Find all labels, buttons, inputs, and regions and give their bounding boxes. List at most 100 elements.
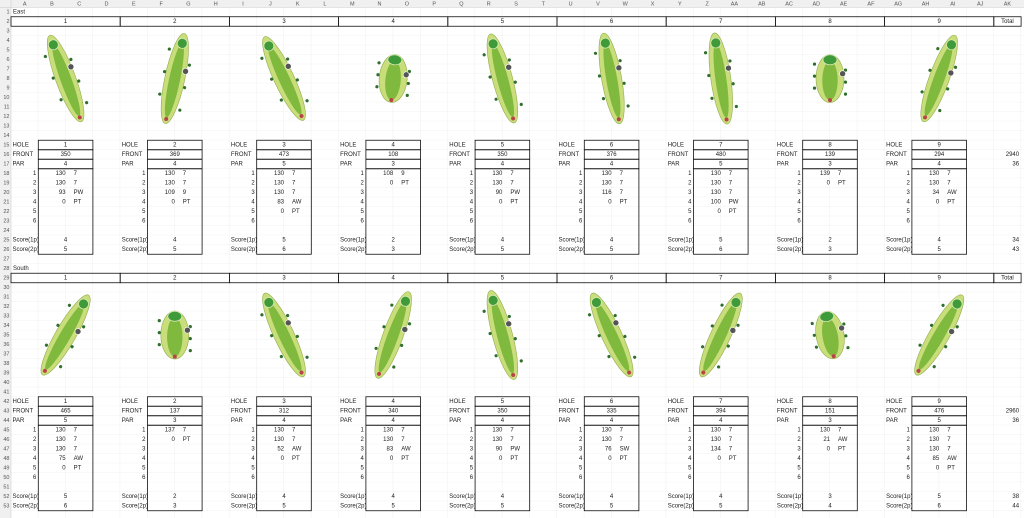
row-header: 38 [3, 361, 9, 367]
shot-number: 4 [470, 200, 474, 206]
front-label: FRONT [559, 409, 580, 415]
par-value: 4 [610, 162, 614, 168]
score1-label: Score(1p) [231, 494, 257, 500]
row-header: 10 [3, 95, 9, 101]
hole-value: 8 [828, 399, 832, 405]
tee [377, 371, 382, 376]
score1-value: 2 [828, 238, 832, 244]
ob-marker [284, 63, 292, 70]
tree [488, 331, 492, 336]
par-label: PAR [559, 162, 572, 168]
hole-header-box [884, 16, 995, 27]
ob-marker [615, 64, 623, 72]
column-header: AC [785, 1, 793, 7]
tee [299, 114, 304, 119]
shot-number: 4 [579, 200, 583, 206]
score2-label: Score(2p) [231, 504, 257, 510]
green [176, 38, 188, 49]
shot-number: 5 [251, 209, 255, 215]
shots-box [911, 168, 967, 255]
shot-number: 3 [361, 447, 365, 453]
shots-box [911, 424, 967, 512]
front-value: 476 [934, 409, 945, 415]
hole-value: 5 [501, 399, 505, 405]
shots-box [256, 424, 312, 512]
tree [162, 70, 167, 74]
row-header: 37 [3, 351, 9, 357]
row-header-bar [0, 0, 11, 518]
tree [400, 343, 404, 348]
shot-number: 3 [797, 447, 801, 453]
shot-number: 2 [251, 181, 255, 187]
shot-number: 4 [470, 456, 474, 462]
score1-label: Score(1p) [13, 238, 39, 244]
par-label: PAR [777, 418, 790, 424]
shot-number: 2 [579, 181, 583, 187]
row-header: 15 [3, 142, 9, 148]
tree [377, 61, 381, 65]
shot-club: PW [510, 447, 520, 453]
tree [842, 322, 846, 326]
shot-club: 7 [183, 181, 187, 187]
shot-number: 2 [688, 437, 692, 443]
shot-distance: 34 [933, 190, 940, 196]
shot-number: 5 [797, 209, 801, 215]
shot-distance: 130 [56, 181, 67, 187]
fairway [703, 302, 737, 372]
shot-number: 4 [251, 200, 255, 206]
hole-image [812, 54, 848, 103]
column-header: R [487, 1, 491, 7]
shot-number: 1 [251, 171, 255, 177]
shot-number: 5 [579, 209, 583, 215]
tree [270, 334, 274, 338]
score2-value: 5 [938, 247, 942, 253]
shot-club: PT [620, 200, 628, 206]
score2-value: 5 [282, 504, 286, 510]
hole-header: 9 [938, 276, 942, 282]
score1-label: Score(1p) [777, 238, 803, 244]
column-header: B [50, 1, 54, 7]
shot-club: 7 [292, 181, 296, 187]
front-label: FRONT [559, 152, 580, 158]
shot-number: 5 [470, 466, 474, 472]
front-value: 473 [279, 152, 290, 158]
par-value: 5 [938, 418, 942, 424]
score2-label: Score(2p) [886, 504, 912, 510]
tree [167, 47, 171, 51]
column-header: AH [922, 1, 930, 7]
par-value: 4 [501, 418, 505, 424]
front-value: 350 [497, 152, 508, 158]
column-header: AD [813, 1, 821, 7]
ob-marker [947, 69, 955, 77]
shot-number: 4 [688, 456, 692, 462]
score1-value: 2 [173, 494, 177, 500]
shot-number: 2 [797, 181, 801, 187]
tree [728, 59, 732, 63]
score1-value: 4 [282, 494, 286, 500]
row-header: 12 [3, 114, 9, 120]
hole-header: 4 [392, 276, 396, 282]
score1-label: Score(1p) [122, 494, 148, 500]
tee [164, 116, 169, 121]
score1-label: Score(1p) [668, 238, 694, 244]
shot-number: 5 [251, 466, 255, 472]
column-header: W [623, 1, 629, 7]
hole-image [40, 294, 91, 376]
shot-distance: 130 [711, 437, 722, 443]
row-header: 5 [6, 47, 9, 53]
shot-distance: 75 [59, 456, 66, 462]
shot-club: 7 [729, 428, 733, 434]
front-label: FRONT [231, 152, 252, 158]
column-header: AA [731, 1, 739, 7]
row-header: 14 [3, 133, 9, 139]
column-header: AB [758, 1, 766, 7]
shot-distance: 130 [602, 428, 613, 434]
front-label: FRONT [231, 409, 252, 415]
shot-club: 7 [729, 181, 733, 187]
row-header: 26 [3, 247, 9, 253]
score1-label: Score(1p) [559, 238, 585, 244]
shot-club: PT [74, 466, 82, 472]
tree [305, 355, 309, 359]
shot-number: 2 [797, 437, 801, 443]
shot-distance: 100 [711, 200, 722, 206]
